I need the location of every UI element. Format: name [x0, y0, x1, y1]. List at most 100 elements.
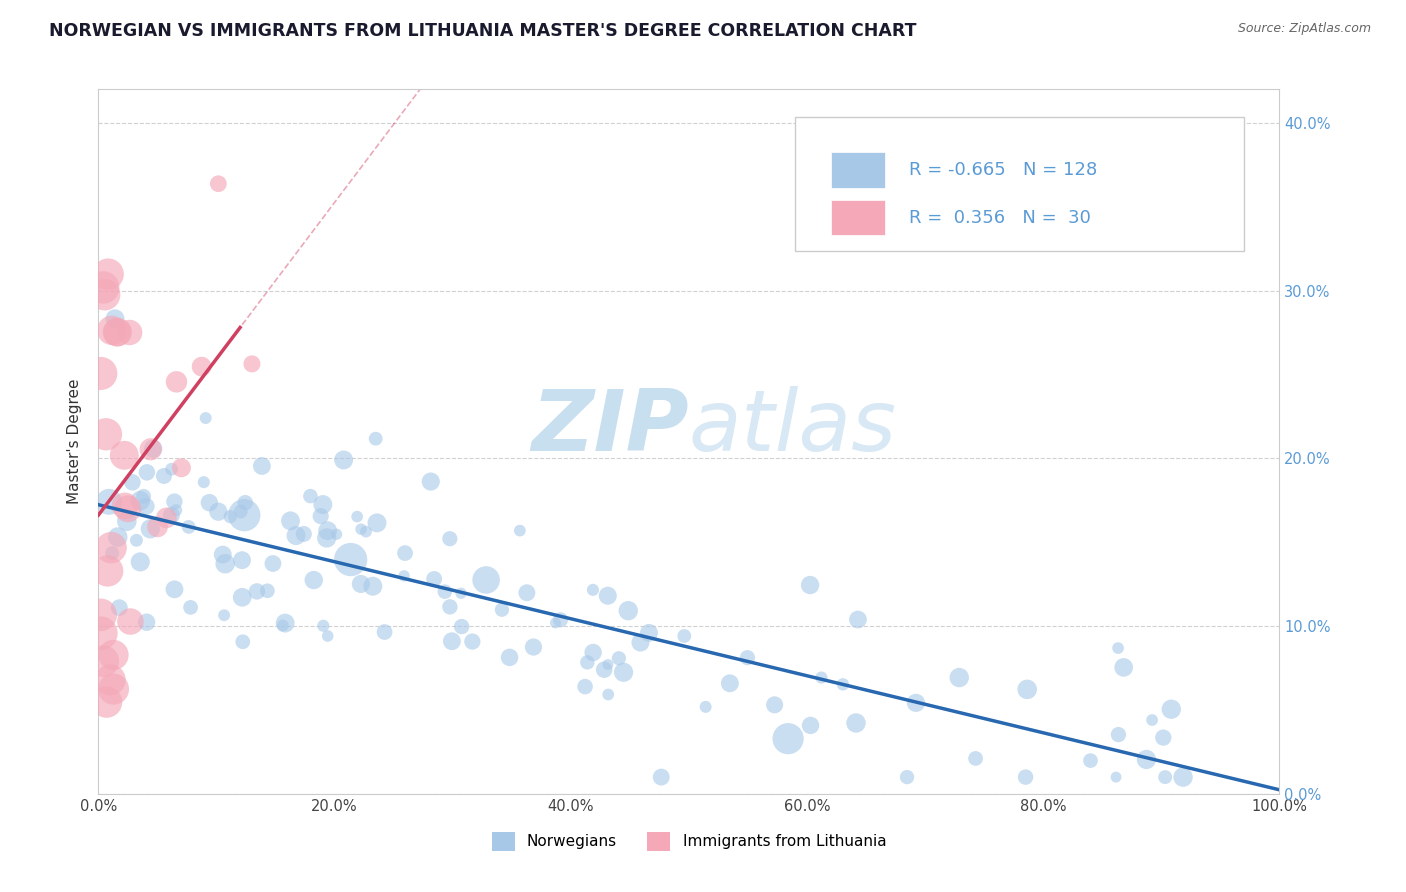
Point — [1135, 752, 1157, 766]
Point — [948, 671, 970, 685]
Point — [146, 520, 169, 534]
Point — [274, 616, 297, 631]
Point — [180, 600, 202, 615]
Point — [309, 509, 332, 524]
FancyBboxPatch shape — [831, 201, 884, 235]
Point — [737, 650, 759, 665]
Point — [90, 607, 112, 622]
Point — [100, 323, 122, 337]
Point — [112, 448, 135, 462]
Point — [207, 505, 229, 519]
Point — [361, 579, 384, 593]
Point — [392, 569, 415, 583]
Point — [153, 469, 176, 483]
Point — [214, 557, 236, 571]
Point — [832, 677, 855, 691]
Point — [129, 493, 152, 508]
Point — [491, 603, 513, 617]
Point — [1171, 770, 1194, 784]
Point — [98, 673, 121, 687]
Point — [582, 646, 605, 660]
Point — [1014, 770, 1036, 784]
Point — [1107, 728, 1129, 742]
Point — [165, 503, 187, 517]
Point — [142, 442, 165, 456]
Point — [115, 514, 138, 528]
Point — [198, 496, 221, 510]
Point — [1017, 682, 1039, 697]
Point — [135, 466, 157, 480]
Point — [90, 367, 112, 381]
Point — [114, 499, 136, 513]
Point — [231, 553, 253, 567]
Point — [104, 311, 127, 326]
Point — [617, 604, 640, 618]
Point — [1105, 770, 1128, 784]
Point — [312, 619, 335, 633]
Text: atlas: atlas — [689, 386, 897, 469]
Point — [190, 359, 212, 374]
Point — [763, 698, 786, 712]
Point — [550, 613, 572, 627]
Text: Source: ZipAtlas.com: Source: ZipAtlas.com — [1237, 22, 1371, 36]
Point — [673, 629, 696, 643]
Point — [177, 520, 200, 534]
Point — [233, 496, 256, 510]
Point — [799, 718, 821, 732]
Point — [350, 577, 373, 591]
Point — [516, 586, 538, 600]
Point — [522, 640, 544, 654]
Point — [509, 524, 531, 538]
Point — [450, 586, 472, 600]
Point — [155, 511, 177, 525]
Point — [121, 475, 143, 490]
Point — [103, 682, 125, 697]
Point — [125, 533, 148, 548]
Point — [339, 552, 361, 566]
Point — [799, 578, 821, 592]
Point — [593, 663, 616, 677]
Point — [450, 619, 472, 633]
FancyBboxPatch shape — [796, 118, 1244, 252]
Point — [439, 599, 461, 614]
Point — [904, 696, 927, 710]
Point — [160, 508, 183, 523]
Point — [630, 635, 652, 649]
Text: R =  0.356   N =  30: R = 0.356 N = 30 — [908, 209, 1091, 227]
Point — [117, 501, 139, 516]
Point — [285, 528, 308, 542]
Point — [90, 626, 112, 640]
Point — [433, 584, 456, 599]
Point — [170, 460, 193, 475]
Point — [1112, 660, 1135, 674]
Point — [596, 589, 619, 603]
Point — [598, 688, 620, 702]
Point — [316, 524, 339, 538]
Point — [240, 357, 263, 371]
Point — [544, 615, 567, 630]
Legend: Norwegians, Immigrants from Lithuania: Norwegians, Immigrants from Lithuania — [485, 826, 893, 856]
Point — [574, 680, 596, 694]
Point — [440, 634, 463, 648]
Point — [461, 634, 484, 648]
Point — [302, 573, 325, 587]
Point — [1152, 731, 1174, 745]
Point — [229, 504, 252, 518]
Point — [97, 267, 120, 281]
Point — [612, 665, 634, 680]
Point — [364, 432, 387, 446]
Point — [139, 522, 162, 536]
Point — [778, 731, 800, 746]
Point — [139, 442, 162, 457]
Point — [374, 625, 396, 640]
Point — [695, 699, 717, 714]
Text: ZIP: ZIP — [531, 386, 689, 469]
Point — [256, 583, 278, 598]
Y-axis label: Master's Degree: Master's Degree — [67, 379, 83, 504]
Point — [94, 427, 117, 442]
Point — [103, 648, 125, 662]
Point — [1160, 702, 1182, 716]
Point — [212, 608, 235, 623]
Point — [97, 564, 120, 578]
Point — [845, 715, 868, 730]
